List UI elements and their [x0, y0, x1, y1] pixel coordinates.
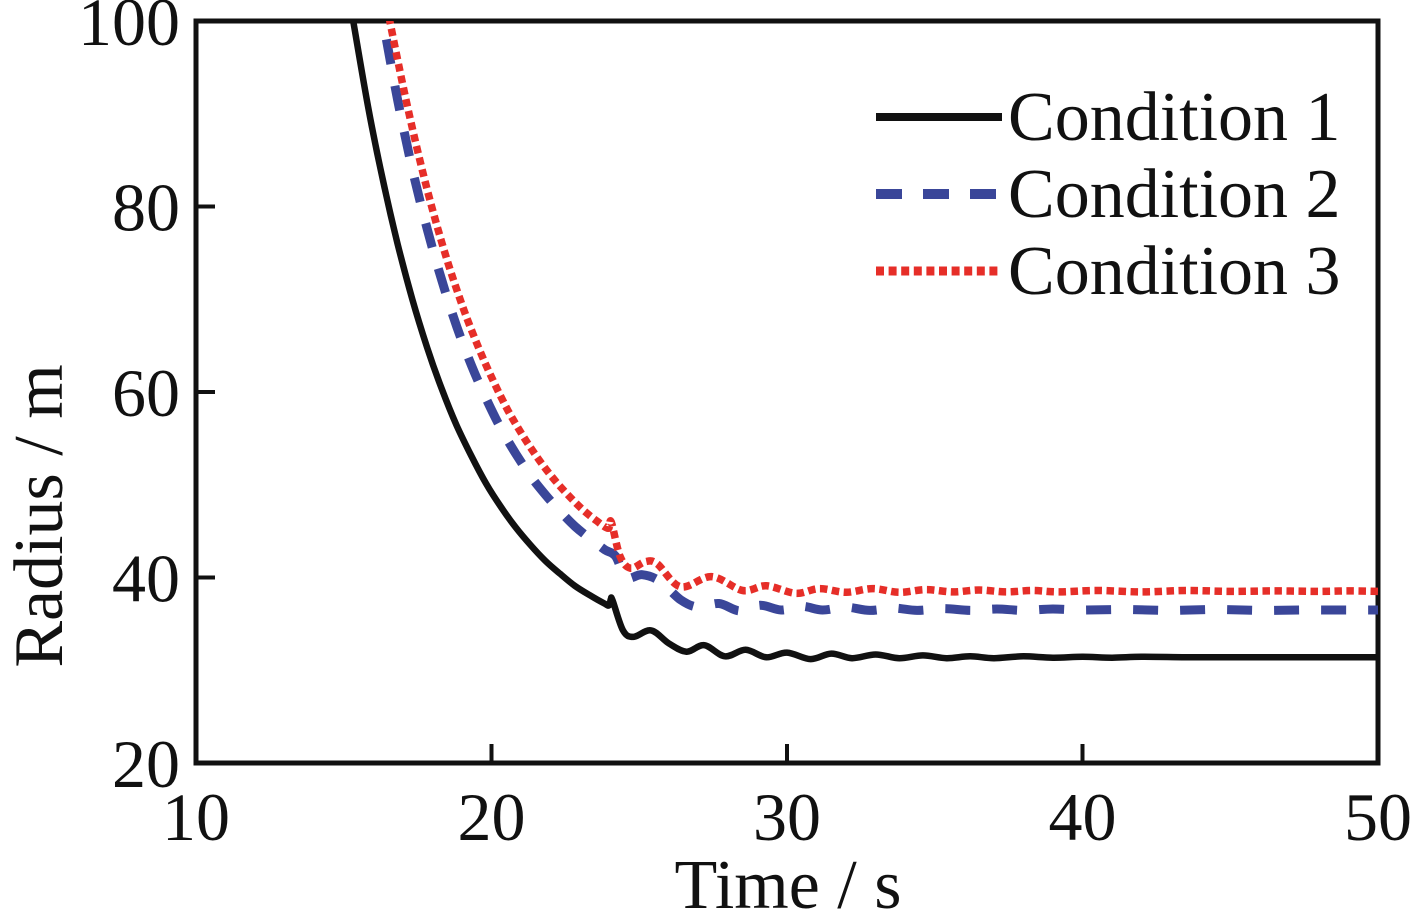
- curve-condition-3: [385, 21, 1378, 598]
- y-tick-label: 60: [112, 355, 180, 431]
- data-curves: [349, 21, 1378, 663]
- legend-label: Condition 1: [1008, 79, 1341, 156]
- y-tick-label: 80: [112, 170, 180, 246]
- legend-label: Condition 2: [1008, 156, 1341, 233]
- x-tick-label: 40: [1049, 779, 1117, 855]
- curve-condition-2: [378, 21, 1378, 616]
- legend-label: Condition 3: [1008, 233, 1341, 310]
- y-axis-title: Radius / m: [1, 364, 78, 667]
- x-axis-title: Time / s: [675, 847, 902, 914]
- x-tick-label: 30: [753, 779, 821, 855]
- curve-condition-1: [349, 21, 1378, 663]
- legend-row: Condition 2: [876, 156, 1341, 233]
- y-tick-label: 100: [78, 0, 180, 60]
- legend: Condition 1 Condition 2 Condition 3: [876, 79, 1341, 310]
- y-tick-label: 20: [112, 726, 180, 802]
- legend-row: Condition 1: [876, 79, 1341, 156]
- x-tick-label: 50: [1344, 779, 1410, 855]
- y-tick-label: 40: [112, 541, 180, 617]
- x-axis-ticks: 10 20 30 40 50: [162, 744, 1410, 855]
- legend-row: Condition 3: [876, 233, 1341, 310]
- x-tick-label: 10: [162, 779, 230, 855]
- x-tick-label: 20: [458, 779, 526, 855]
- y-axis-ticks: 20 40 60 80 100: [78, 0, 215, 802]
